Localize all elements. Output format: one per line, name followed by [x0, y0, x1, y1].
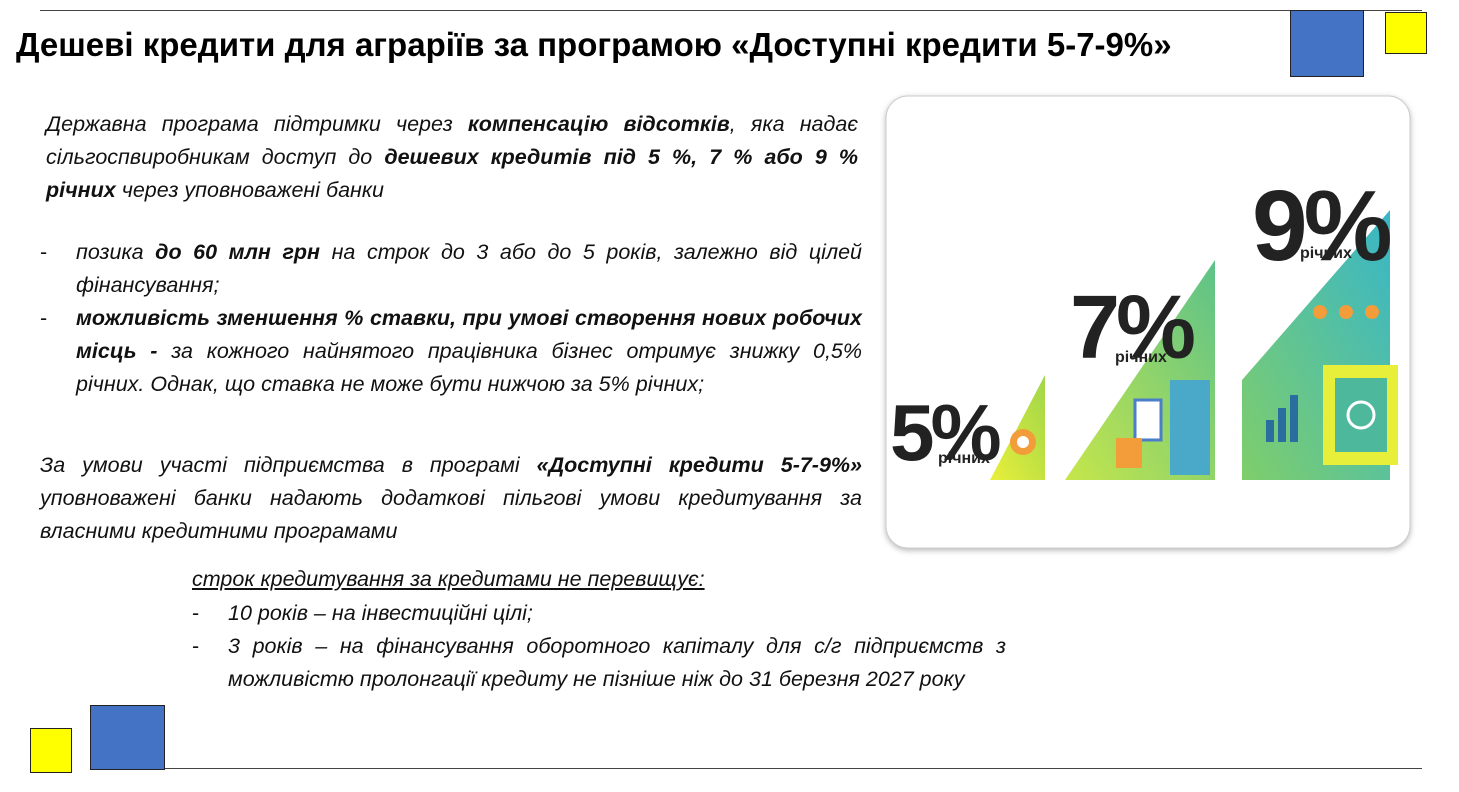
rate-label: річних: [1300, 245, 1352, 262]
text-run: «Доступні кредити 5-7-9%»: [536, 453, 862, 477]
text-run: За умови участі підприємства в програмі: [40, 453, 537, 477]
bullets: позика до 60 млн грн на строк до 3 або д…: [40, 236, 862, 401]
intro: Державна програма підтримки через компен…: [46, 108, 858, 207]
text-run: за кожного найнятого працівника бізнес о…: [76, 339, 862, 396]
text-run: до 60 млн грн: [155, 240, 321, 264]
text-run: , яка надає сільгоспвиробникам доступ до: [46, 112, 858, 169]
rate: 9%: [1252, 170, 1391, 282]
text-run: позика: [76, 240, 156, 264]
text-run: через уповноважені банки: [115, 178, 384, 202]
triangle: [990, 375, 1045, 480]
icon: [1346, 400, 1376, 430]
term-heading: строк кредитування за кредитами не перев…: [192, 567, 705, 591]
conditions: За умови участі підприємства в програмі …: [40, 449, 862, 548]
text-run: компенсацію відсотків: [467, 112, 730, 136]
icon: [1017, 436, 1029, 448]
text-run: на строк до 3 або до 5 років, залежно ві…: [76, 240, 862, 297]
text-run: можливість зменшення % ставки, при умові…: [76, 306, 862, 363]
term-item: 10 років – на інвестиційні цілі;: [192, 597, 1006, 630]
yellow-square: [30, 728, 72, 773]
text-run: дешевих кредитів під 5 %, 7 % або 9 % рі…: [46, 145, 858, 202]
title: Дешеві кредити для аграріїв за програмою…: [16, 26, 1172, 63]
text-run: уповноважені банки надають додаткові піл…: [40, 486, 862, 543]
top-rule: [40, 10, 1422, 11]
bullet: позика до 60 млн грн на строк до 3 або д…: [40, 236, 862, 302]
rate: 7%: [1070, 278, 1194, 378]
term-item: 3 років – на фінансування оборотного кап…: [192, 630, 1006, 696]
rate-label: річних: [1115, 349, 1167, 366]
term-items: 10 років – на інвестиційні цілі;3 років …: [192, 597, 1006, 696]
text-run: Державна програма підтримки через: [46, 112, 468, 136]
icon: [1335, 378, 1387, 452]
bottom-rule: [165, 768, 1422, 769]
blue-square: [90, 705, 165, 770]
bullet: можливість зменшення % ставки, при умові…: [40, 302, 862, 401]
yellow-square: [1385, 12, 1427, 54]
rate: 5%: [890, 388, 1000, 477]
icon: [1170, 380, 1210, 475]
icon: [1116, 438, 1142, 468]
rate-label: річних: [938, 450, 990, 467]
blue-square: [1290, 10, 1364, 77]
icon: [1133, 398, 1163, 442]
